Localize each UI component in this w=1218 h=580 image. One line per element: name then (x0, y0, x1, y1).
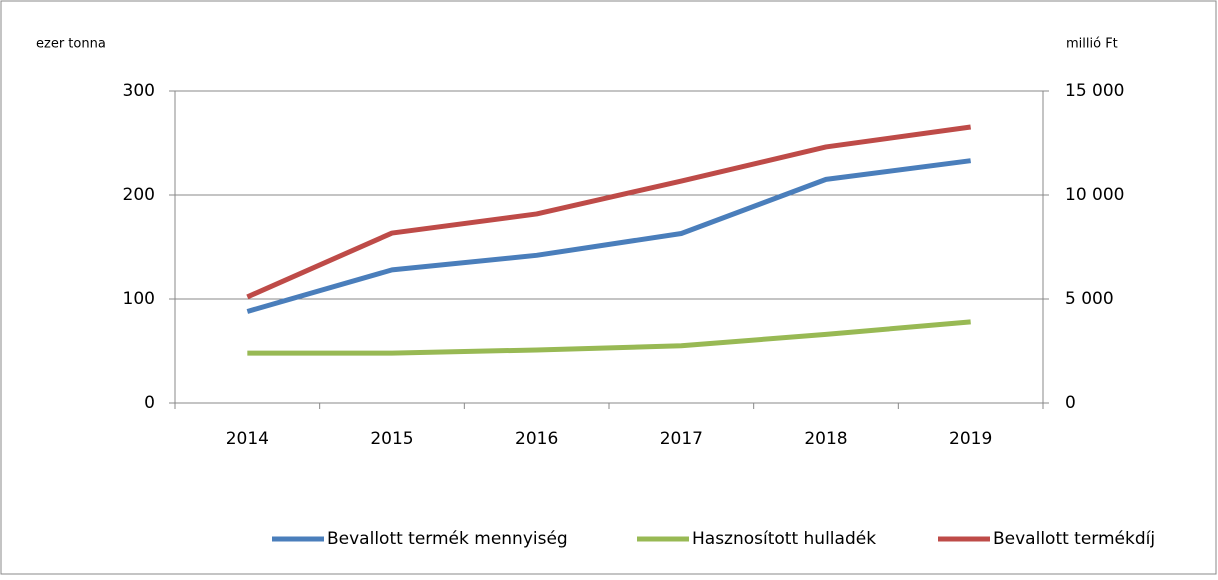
legend-label: Bevallott termék mennyiség (327, 529, 568, 549)
y-tick-label: 0 (144, 393, 155, 413)
y2-tick-label: 5 000 (1065, 289, 1114, 309)
x-tick-label: 2018 (804, 429, 847, 449)
legend-label: Bevallott termékdíj (993, 529, 1155, 549)
y-tick-label: 100 (123, 289, 155, 309)
x-tick-label: 2015 (370, 429, 413, 449)
y2-tick-label: 15 000 (1065, 81, 1124, 101)
y2-axis-label: millió Ft (1066, 37, 1118, 52)
series-line (247, 319, 971, 356)
y-axis-label: ezer tonna (36, 37, 106, 52)
series-line (246, 158, 971, 314)
y-tick-label: 300 (123, 81, 155, 101)
y-tick-label: 200 (123, 185, 155, 205)
series-line (246, 124, 972, 300)
x-tick-label: 2019 (949, 429, 992, 449)
x-tick-label: 2016 (515, 429, 558, 449)
y2-tick-label: 0 (1065, 393, 1076, 413)
legend-label: Hasznosított hulladék (692, 529, 876, 549)
x-tick-label: 2017 (660, 429, 703, 449)
x-tick-label: 2014 (226, 429, 269, 449)
y2-tick-label: 10 000 (1065, 185, 1124, 205)
